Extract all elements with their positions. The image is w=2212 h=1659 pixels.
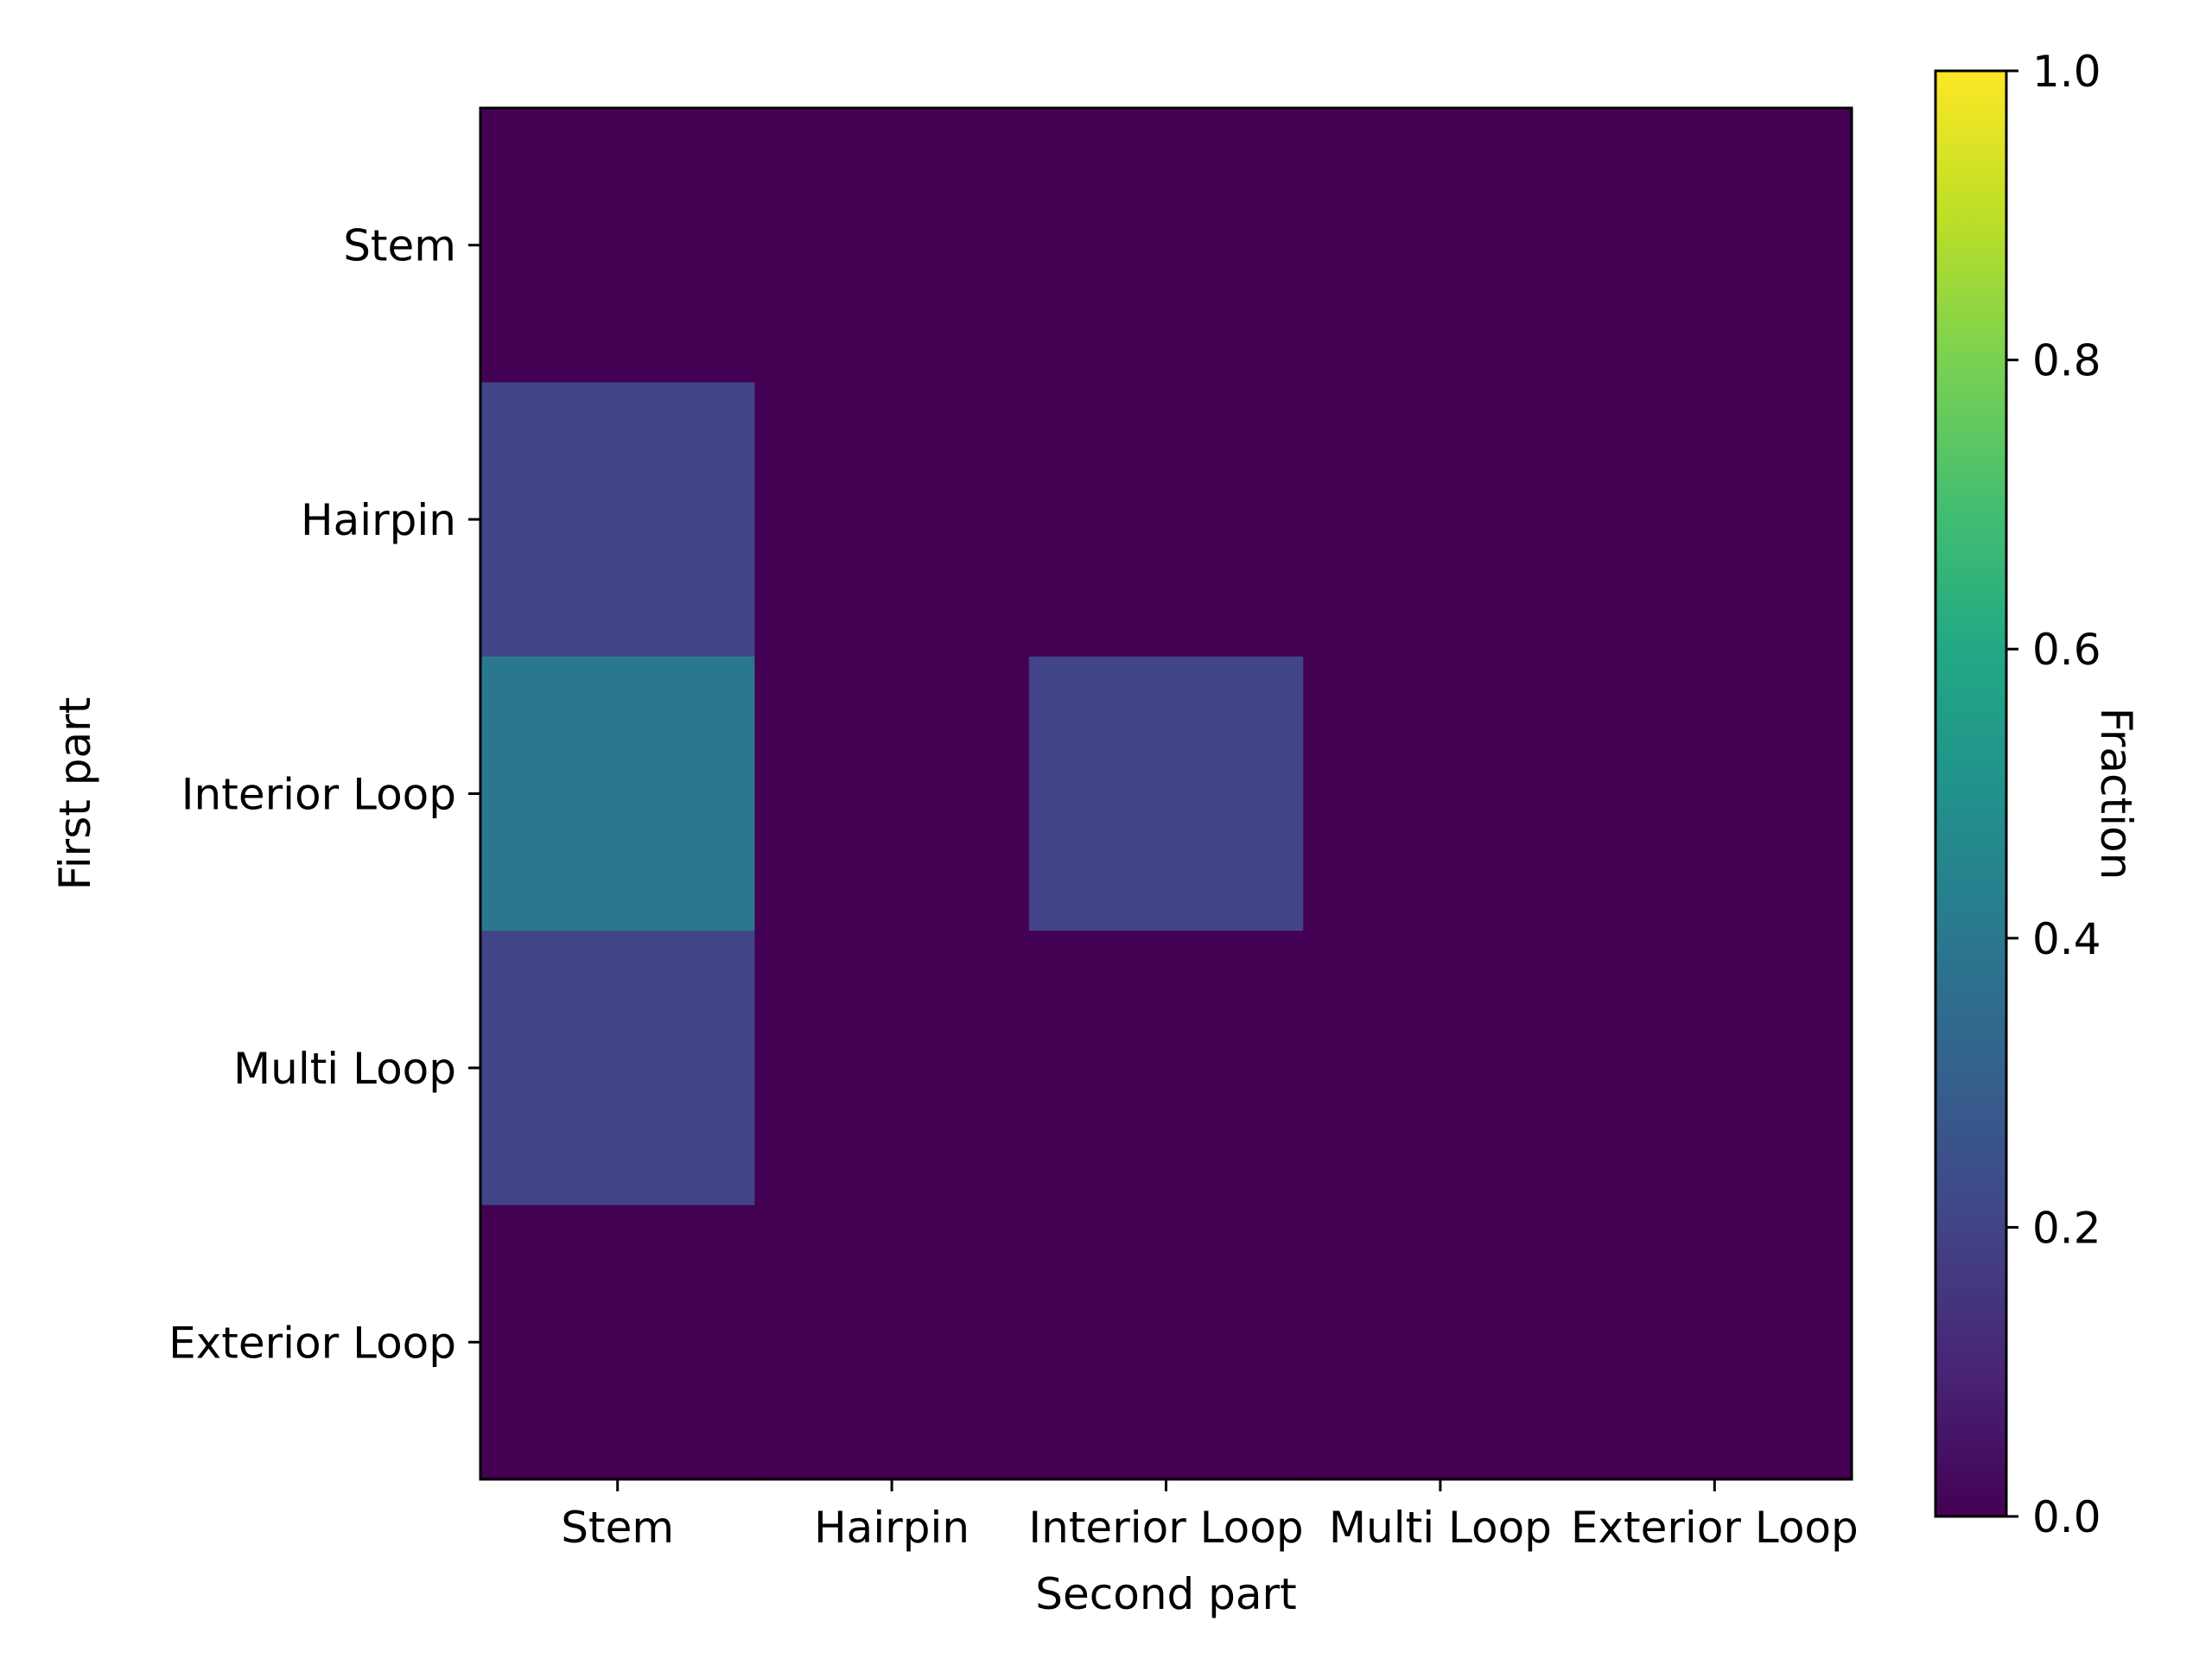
heatmap-cell — [1303, 1205, 1579, 1480]
heatmap-cell — [480, 656, 755, 931]
heatmap-cell — [754, 931, 1030, 1206]
y-tick-label: Multi Loop — [233, 1044, 456, 1094]
x-tick-label: Hairpin — [814, 1503, 969, 1553]
heatmap-cell — [1028, 108, 1304, 383]
heatmap-cell — [754, 656, 1030, 931]
y-tick-label: Exterior Loop — [168, 1318, 456, 1368]
heatmap-cell — [1303, 108, 1579, 383]
heatmap-cell — [754, 108, 1030, 383]
heatmap-cell — [754, 382, 1030, 658]
heatmap-cell — [1577, 931, 1853, 1206]
heatmap-cell — [1303, 931, 1579, 1206]
x-tick-label: Stem — [561, 1503, 674, 1553]
colorbar-tick-label: 1.0 — [2032, 47, 2101, 97]
heatmap-cell — [1303, 656, 1579, 931]
colorbar-ticks: 0.0 0.2 0.4 0.6 0.8 1.0 — [2006, 47, 2101, 1542]
heatmap-cells — [480, 108, 1853, 1480]
heatmap-cell — [1028, 931, 1304, 1206]
x-tick-label: Interior Loop — [1028, 1503, 1303, 1553]
colorbar-tick-label: 0.2 — [2032, 1203, 2101, 1253]
colorbar-tick-label: 0.8 — [2032, 336, 2101, 386]
heatmap-cell — [1577, 656, 1853, 931]
x-tick-label: Exterior Loop — [1571, 1503, 1859, 1553]
heatmap-cell — [1577, 108, 1853, 383]
x-axis-ticks: Stem Hairpin Interior Loop Multi Loop Exteri… — [561, 1479, 1859, 1553]
heatmap-cell — [754, 1205, 1030, 1480]
x-axis-label: Second part — [1035, 1569, 1296, 1619]
heatmap-cell — [1577, 382, 1853, 658]
heatmap-cell — [1028, 656, 1304, 931]
heatmap-cell — [480, 108, 755, 383]
colorbar-label: Fraction — [2091, 708, 2141, 880]
y-tick-label: Interior Loop — [181, 770, 456, 820]
heatmap-cell — [1028, 1205, 1304, 1480]
x-tick-label: Multi Loop — [1329, 1503, 1552, 1553]
colorbar-tick-label: 0.4 — [2032, 914, 2101, 964]
y-axis-ticks: Stem Hairpin Interior Loop Multi Loop Exteri… — [168, 221, 480, 1368]
heatmap-cell — [480, 931, 755, 1206]
heatmap-cell — [1577, 1205, 1853, 1480]
heatmap-cell — [480, 1205, 755, 1480]
colorbar: 0.0 0.2 0.4 0.6 0.8 1.0 Fraction — [1934, 47, 2141, 1542]
colorbar-tick-label: 0.0 — [2032, 1492, 2101, 1542]
y-tick-label: Hairpin — [301, 495, 456, 545]
colorbar-tick-label: 0.6 — [2032, 625, 2101, 675]
y-tick-label: Stem — [343, 221, 456, 271]
colorbar-gradient — [1934, 69, 2008, 1518]
y-axis-label: First part — [50, 697, 100, 891]
heatmap-cell — [480, 382, 755, 658]
heatmap-cell — [1028, 382, 1304, 658]
heatmap-cell — [1303, 382, 1579, 658]
